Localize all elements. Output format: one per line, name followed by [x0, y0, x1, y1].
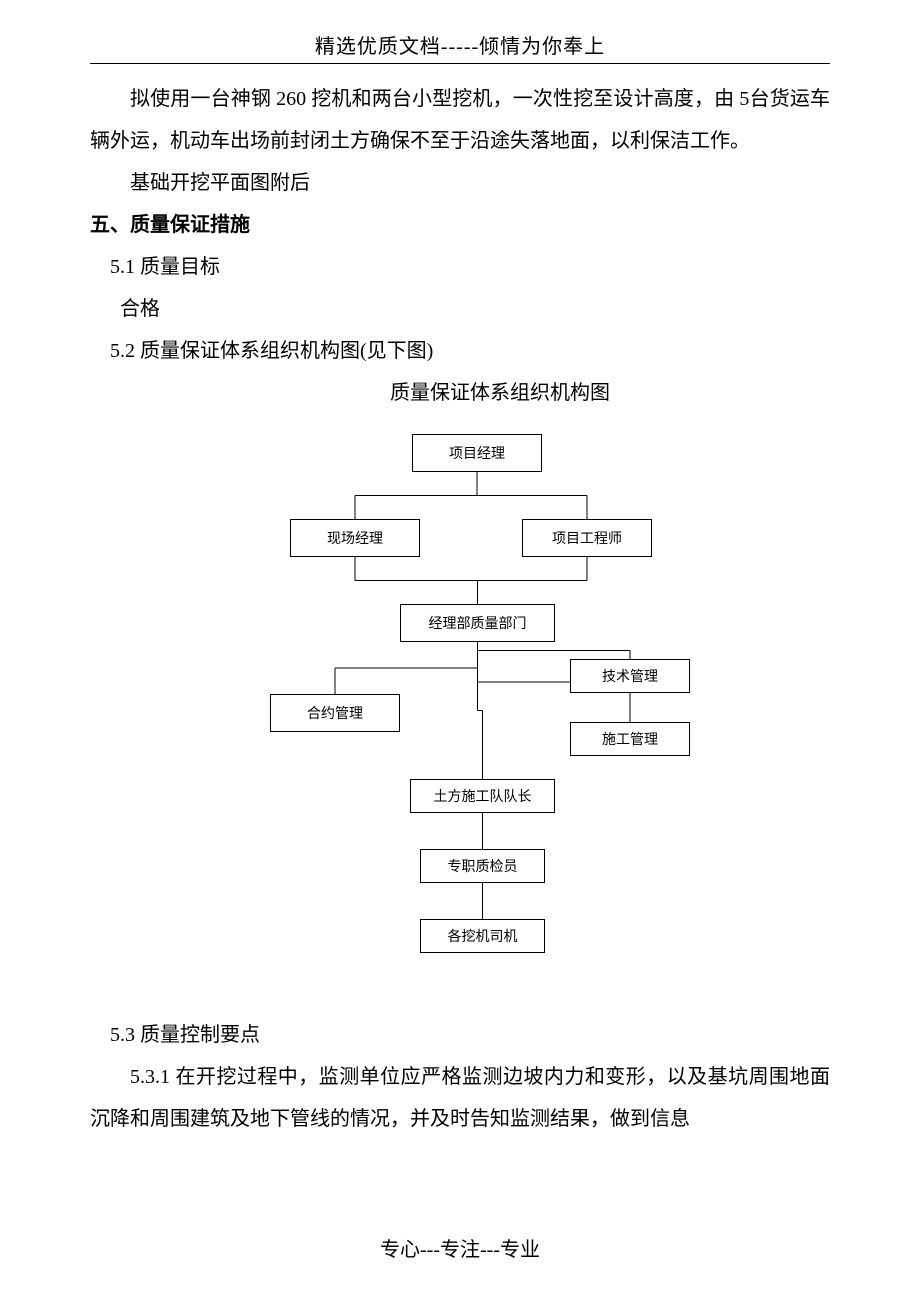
section-5-1-body: 合格	[120, 288, 830, 330]
section-5-1: 5.1 质量目标	[110, 246, 830, 288]
org-node-n2: 现场经理	[290, 519, 420, 557]
org-node-n7: 施工管理	[570, 722, 690, 756]
org-node-n1: 项目经理	[412, 434, 542, 472]
org-chart: 项目经理现场经理 项目工程师经理部质量部门合约管理 技术管理施工管理土方施工队队长专…	[90, 424, 830, 984]
section-5-3: 5.3 质量控制要点	[110, 1014, 830, 1056]
org-node-n5: 合约管理	[270, 694, 400, 732]
header-rule	[90, 63, 830, 64]
org-node-n8: 土方施工队队长	[410, 779, 555, 813]
org-node-n9: 专职质检员	[420, 849, 545, 883]
chart-title: 质量保证体系组织机构图	[170, 372, 830, 414]
header-title: 精选优质文档-----倾情为你奉上	[315, 36, 605, 58]
chart-connectors	[90, 424, 830, 984]
org-node-n3: 项目工程师	[522, 519, 652, 557]
paragraph-1: 拟使用一台神钢 260 挖机和两台小型挖机，一次性挖至设计高度，由 5台货运车辆…	[90, 78, 830, 162]
paragraph-2: 基础开挖平面图附后	[90, 162, 830, 204]
section-5-3-1: 5.3.1 在开挖过程中，监测单位应严格监测边坡内力和变形，以及基坑周围地面沉降…	[90, 1056, 830, 1140]
page-header: 精选优质文档-----倾情为你奉上	[90, 30, 830, 63]
section-5-2: 5.2 质量保证体系组织机构图(见下图)	[110, 330, 830, 372]
page-footer: 专心---专注---专业	[0, 1233, 920, 1262]
section-5-heading: 五、质量保证措施	[90, 204, 830, 246]
org-node-n10: 各挖机司机	[420, 919, 545, 953]
org-node-n4: 经理部质量部门	[400, 604, 555, 642]
org-node-n6: 技术管理	[570, 659, 690, 693]
document-page: 精选优质文档-----倾情为你奉上 拟使用一台神钢 260 挖机和两台小型挖机，…	[0, 0, 920, 1302]
